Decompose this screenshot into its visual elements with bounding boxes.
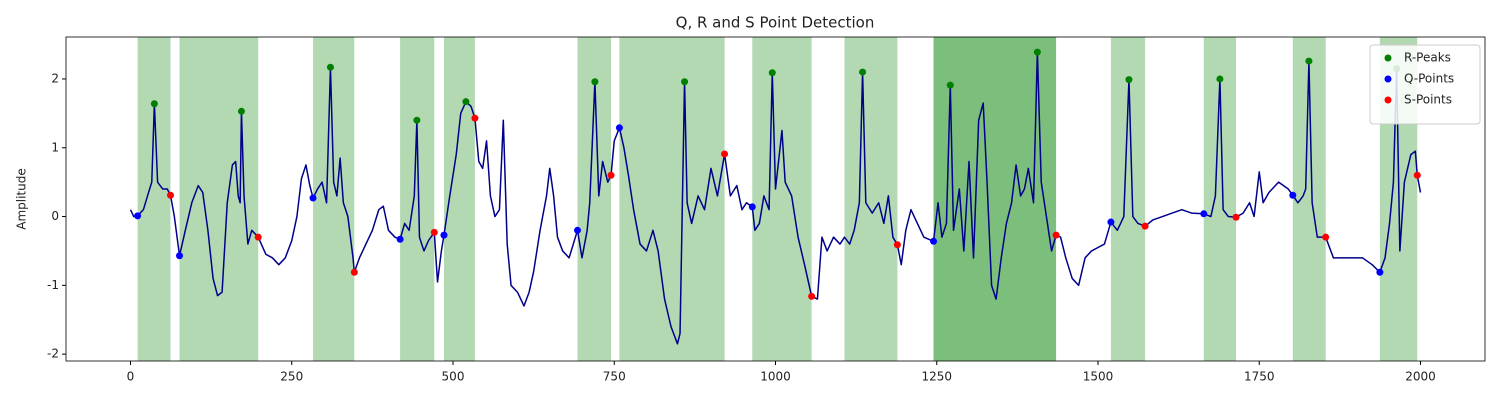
- point-marker: [350, 268, 358, 276]
- point-marker: [413, 116, 421, 124]
- point-marker: [1305, 57, 1313, 65]
- point-marker: [1376, 268, 1384, 276]
- legend-label: R-Peaks: [1404, 51, 1451, 65]
- x-tick-label: 750: [603, 370, 626, 384]
- legend-box: [1369, 44, 1481, 125]
- point-marker: [748, 203, 756, 211]
- x-tick-label: 1000: [760, 370, 791, 384]
- x-tick-label: 0: [127, 370, 135, 384]
- point-marker: [615, 124, 623, 132]
- point-marker: [893, 241, 901, 249]
- y-tick-label: -1: [47, 278, 59, 292]
- highlight-span: [752, 37, 812, 361]
- point-marker: [1413, 171, 1421, 179]
- point-marker: [859, 68, 867, 76]
- x-tick-label: 1750: [1244, 370, 1275, 384]
- point-marker: [808, 292, 816, 300]
- point-marker: [1052, 231, 1060, 239]
- legend-label: Q-Points: [1404, 72, 1454, 86]
- point-marker: [254, 233, 262, 241]
- point-marker: [1033, 48, 1041, 56]
- point-marker: [440, 231, 448, 239]
- point-marker: [134, 212, 142, 220]
- y-axis-label: Amplitude: [15, 168, 29, 230]
- point-marker: [946, 81, 954, 89]
- point-marker: [237, 107, 245, 115]
- point-marker: [150, 100, 158, 108]
- point-marker: [166, 191, 174, 199]
- y-tick-label: -2: [47, 347, 59, 361]
- point-marker: [462, 98, 470, 106]
- chart-title: Q, R and S Point Detection: [676, 14, 875, 32]
- point-marker: [471, 114, 479, 122]
- x-tick-label: 1500: [1083, 370, 1114, 384]
- highlight-span: [619, 37, 725, 361]
- point-marker: [607, 171, 615, 179]
- highlight-span: [179, 37, 259, 361]
- point-marker: [1125, 76, 1133, 84]
- point-marker: [396, 235, 404, 243]
- point-marker: [591, 78, 599, 86]
- y-tick-label: 0: [51, 209, 59, 223]
- point-marker: [681, 78, 689, 86]
- legend-marker: [1384, 96, 1392, 104]
- y-tick-label: 1: [51, 140, 59, 154]
- x-tick-label: 500: [442, 370, 465, 384]
- point-marker: [309, 194, 317, 202]
- point-marker: [326, 63, 334, 71]
- point-marker: [430, 228, 438, 236]
- point-marker: [1107, 218, 1115, 226]
- point-marker: [930, 237, 938, 245]
- x-tick-label: 1250: [921, 370, 952, 384]
- point-marker: [1232, 213, 1240, 221]
- legend-marker: [1384, 54, 1392, 62]
- point-marker: [1200, 210, 1208, 218]
- legend: R-Peaks Q-Points S-Points: [1369, 44, 1481, 125]
- point-marker: [721, 150, 729, 158]
- legend-marker: [1384, 75, 1392, 83]
- x-tick-label: 2000: [1405, 370, 1436, 384]
- highlight-span: [400, 37, 435, 361]
- point-marker: [1141, 222, 1149, 230]
- highlight-span: [313, 37, 355, 361]
- point-marker: [768, 69, 776, 77]
- point-marker: [573, 226, 581, 234]
- point-marker: [1216, 75, 1224, 83]
- point-marker: [176, 252, 184, 260]
- point-marker: [1322, 233, 1330, 241]
- x-tick-label: 250: [280, 370, 303, 384]
- highlight-span: [137, 37, 171, 361]
- point-marker: [1289, 191, 1297, 199]
- y-tick-label: 2: [51, 71, 59, 85]
- legend-label: S-Points: [1404, 93, 1452, 107]
